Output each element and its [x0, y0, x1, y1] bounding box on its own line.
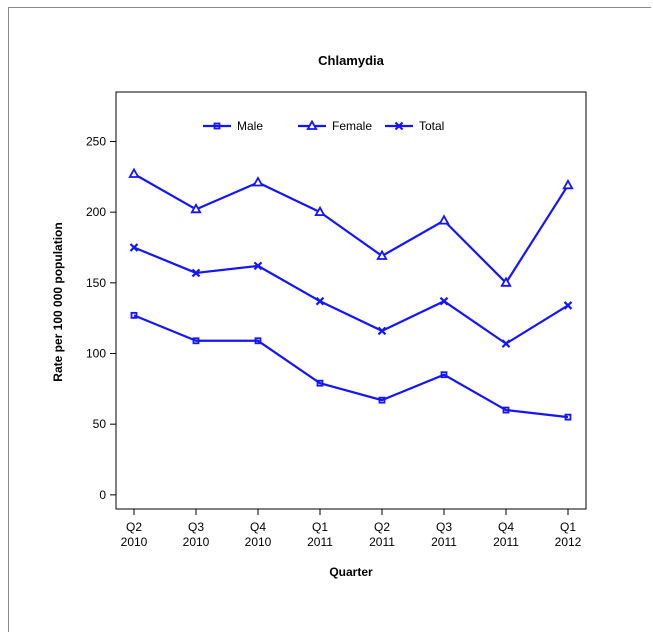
x-tick-label-quarter: Q1	[560, 520, 576, 534]
data-point-female	[314, 205, 326, 217]
data-point-male	[316, 379, 324, 387]
x-axis-label: Quarter	[329, 565, 373, 579]
data-point-male	[254, 337, 262, 345]
series-line-male	[133, 314, 569, 419]
y-tick-label: 150	[86, 276, 106, 290]
data-point-total	[191, 268, 201, 278]
x-tick-label-quarter: Q3	[188, 520, 204, 534]
x-tick-label-year: 2012	[555, 535, 582, 549]
chart-frame	[8, 7, 651, 632]
data-point-total	[253, 261, 263, 271]
data-point-male	[502, 406, 510, 414]
legend-label-male: Male	[237, 119, 263, 133]
chart-title: Chlamydia	[318, 53, 385, 68]
x-tick-label-quarter: Q1	[312, 520, 328, 534]
legend-marker-total	[394, 121, 404, 131]
data-point-total	[439, 296, 449, 306]
legend-label-female: Female	[332, 119, 372, 133]
x-tick-label-year: 2010	[121, 535, 148, 549]
data-point-total	[501, 339, 511, 348]
legend-marker-female	[306, 119, 318, 130]
y-tick-label: 0	[99, 488, 106, 502]
x-tick-label-quarter: Q3	[436, 520, 452, 534]
y-axis-label: Rate per 100 000 population	[51, 222, 65, 381]
x-tick-label-quarter: Q4	[250, 520, 266, 534]
data-point-female	[190, 202, 202, 214]
x-tick-label-quarter: Q2	[374, 520, 390, 534]
x-tick-label-year: 2010	[245, 535, 272, 549]
x-tick-label-year: 2011	[493, 535, 519, 549]
legend-label-total: Total	[419, 119, 444, 133]
data-point-male	[192, 337, 200, 345]
series-line-total	[133, 246, 569, 345]
data-point-male	[130, 311, 138, 319]
y-tick-label: 50	[93, 417, 107, 431]
y-tick-label: 100	[86, 347, 106, 361]
legend-marker-male	[213, 122, 221, 130]
x-tick-label-year: 2011	[369, 535, 395, 549]
data-point-total	[129, 243, 139, 252]
series-line-female	[133, 173, 569, 284]
data-point-female	[500, 276, 512, 287]
y-tick-label: 250	[86, 134, 106, 148]
x-tick-label-year: 2011	[307, 535, 333, 549]
data-point-total	[315, 296, 325, 306]
data-point-male	[564, 413, 572, 421]
x-tick-label-quarter: Q4	[498, 520, 514, 534]
y-tick-label: 200	[86, 205, 106, 219]
data-point-total	[377, 326, 387, 336]
plot-border	[115, 91, 587, 510]
data-point-female	[128, 167, 140, 178]
data-point-female	[562, 178, 574, 190]
data-point-male	[378, 396, 386, 404]
x-tick-label-year: 2010	[183, 535, 210, 549]
data-point-female	[252, 176, 264, 187]
data-point-female	[376, 249, 388, 260]
data-point-male	[440, 371, 448, 379]
x-tick-label-quarter: Q2	[126, 520, 142, 534]
plot-area: 050100150200250Q22010Q32010Q42010Q12011Q…	[86, 91, 587, 549]
x-tick-label-year: 2011	[431, 535, 457, 549]
data-point-total	[563, 301, 573, 310]
data-point-female	[438, 214, 450, 225]
